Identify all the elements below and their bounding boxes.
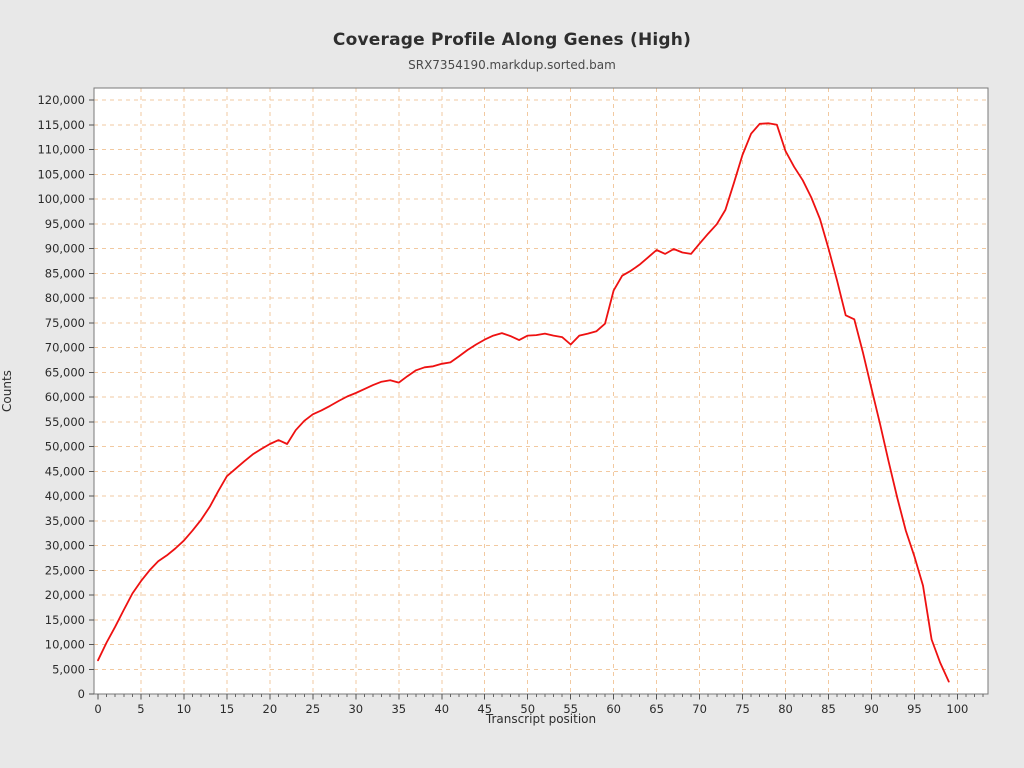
x-tick-label: 40: [434, 702, 449, 716]
chart-subtitle: SRX7354190.markdup.sorted.bam: [408, 58, 616, 72]
y-axis-title: Counts: [0, 370, 14, 412]
y-tick-label: 55,000: [45, 415, 85, 429]
y-tick-label: 0: [78, 687, 85, 701]
y-tick-label: 60,000: [45, 390, 85, 404]
x-tick-label: 100: [946, 702, 968, 716]
x-tick-label: 30: [348, 702, 363, 716]
y-tick-label: 35,000: [45, 514, 85, 528]
x-tick-label: 35: [391, 702, 406, 716]
x-tick-label: 15: [220, 702, 235, 716]
plot-border: [93, 87, 989, 695]
x-tick-label: 70: [692, 702, 707, 716]
y-tick-label: 75,000: [45, 316, 85, 330]
y-tick-label: 85,000: [45, 266, 85, 280]
y-tick-label: 15,000: [45, 613, 85, 627]
y-tick-label: 120,000: [37, 93, 85, 107]
x-tick-label: 5: [137, 702, 144, 716]
x-tick-label: 55: [563, 702, 578, 716]
x-tick-label: 90: [864, 702, 879, 716]
x-tick-label: 10: [177, 702, 192, 716]
x-tick-label: 85: [821, 702, 836, 716]
chart-title: Coverage Profile Along Genes (High): [332, 30, 692, 50]
x-axis-title: Transcript position: [485, 712, 597, 726]
y-tick-label: 70,000: [45, 341, 85, 355]
y-tick-label: 40,000: [45, 489, 85, 503]
y-tick-label: 65,000: [45, 365, 85, 379]
y-tick-label: 95,000: [45, 217, 85, 231]
x-tick-label: 65: [649, 702, 664, 716]
y-tick-label: 100,000: [37, 192, 85, 206]
y-tick-label: 25,000: [45, 563, 85, 577]
y-tick-label: 10,000: [45, 638, 85, 652]
x-tick-label: 25: [306, 702, 321, 716]
y-tick-label: 45,000: [45, 464, 85, 478]
plot-background: [94, 88, 988, 694]
coverage-line: [97, 122, 950, 683]
y-tick-label: 110,000: [37, 143, 85, 157]
x-tick-label: 80: [778, 702, 793, 716]
x-tick-label: 75: [735, 702, 750, 716]
x-tick-label: 0: [94, 702, 101, 716]
x-tick-label: 60: [606, 702, 621, 716]
x-tick-label: 20: [263, 702, 278, 716]
x-tick-label: 95: [907, 702, 922, 716]
y-tick-label: 105,000: [37, 167, 85, 181]
y-tick-label: 90,000: [45, 242, 85, 256]
y-tick-label: 30,000: [45, 539, 85, 553]
y-tick-label: 50,000: [45, 440, 85, 454]
y-tick-label: 20,000: [45, 588, 85, 602]
y-tick-label: 80,000: [45, 291, 85, 305]
y-tick-label: 115,000: [37, 118, 85, 132]
plot-area: 0 5 10 15 20 25 30 35 40 45 50 55 60 65 70 75 80 85 90 95 10…: [37, 87, 989, 716]
x-tick-label: 50: [520, 702, 535, 716]
y-tick-label: 5,000: [52, 662, 85, 676]
x-tick-label: 45: [477, 702, 492, 716]
